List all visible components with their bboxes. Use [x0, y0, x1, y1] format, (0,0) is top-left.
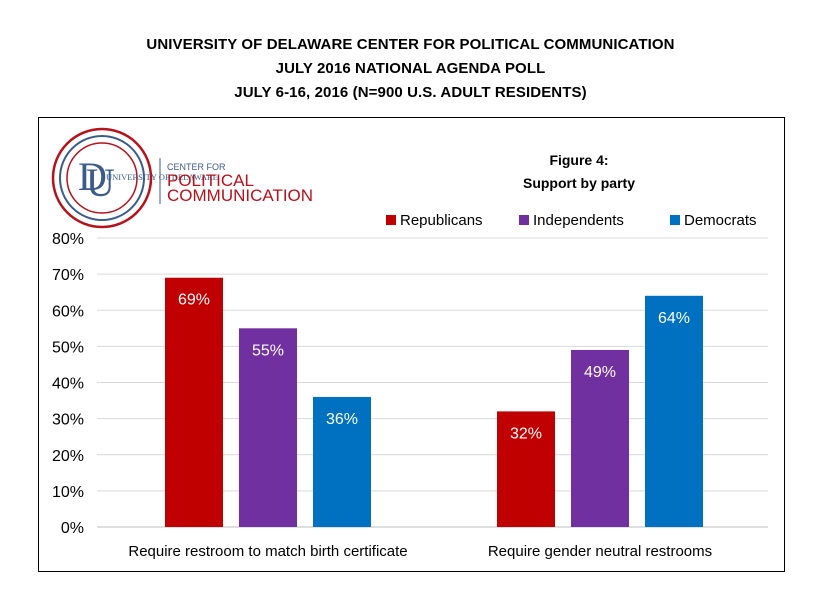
y-tick-label: 80%	[52, 231, 84, 248]
legend-label-republicans: Republicans	[400, 212, 483, 229]
y-tick-label: 20%	[52, 448, 84, 465]
data-label: 64%	[658, 310, 690, 327]
bar-independents-1	[239, 328, 297, 527]
chart-frame	[38, 117, 785, 572]
header-line-2: JULY 2016 NATIONAL AGENDA POLL	[275, 60, 546, 77]
logo-political: POLITICAL	[167, 171, 254, 190]
logo-circle-mid	[59, 135, 145, 221]
university-logo: U D UNIVERSITY OF DELAWARE CENTER FOR PO…	[51, 127, 313, 229]
x-category-label: Require gender neutral restrooms	[488, 543, 712, 560]
y-tick-label: 70%	[52, 267, 84, 284]
bar-democrats-1	[313, 396, 371, 527]
data-label: 36%	[326, 411, 358, 428]
data-label: 55%	[252, 342, 284, 359]
y-tick-label: 30%	[52, 412, 84, 429]
legend-swatch-republicans	[386, 215, 396, 225]
x-category-label: Require restroom to match birth certific…	[128, 543, 407, 560]
legend-swatch-democrats	[670, 215, 680, 225]
y-tick-label: 10%	[52, 484, 84, 501]
logo-circle-outer	[51, 127, 153, 229]
legend-swatch-independents	[519, 215, 529, 225]
data-label: 49%	[584, 364, 616, 381]
header-line-1: UNIVERSITY OF DELAWARE CENTER FOR POLITI…	[146, 36, 675, 53]
logo-university-text: UNIVERSITY OF DELAWARE	[106, 172, 218, 182]
legend-label-independents: Independents	[533, 212, 624, 229]
bar-democrats-2	[645, 295, 703, 527]
logo-circle-inner	[66, 142, 138, 214]
logo-ud-mark-d: D	[78, 154, 107, 199]
y-tick-label: 50%	[52, 339, 84, 356]
y-tick-label: 0%	[61, 520, 84, 537]
y-tick-label: 40%	[52, 376, 84, 393]
report-header: UNIVERSITY OF DELAWARE CENTER FOR POLITI…	[0, 33, 821, 105]
logo-ud-mark: U	[86, 160, 115, 205]
data-label: 69%	[178, 292, 210, 309]
logo-center-for: CENTER FOR	[167, 162, 226, 172]
chart-title: Figure 4:	[549, 152, 608, 168]
bar-independents-2	[571, 349, 629, 527]
bar-republicans-1	[165, 277, 223, 527]
bar-republicans-2	[497, 411, 555, 527]
y-tick-label: 60%	[52, 303, 84, 320]
data-label: 32%	[510, 425, 542, 442]
legend-label-democrats: Democrats	[684, 212, 757, 229]
header-line-3: JULY 6-16, 2016 (N=900 U.S. ADULT RESIDE…	[234, 84, 587, 101]
chart-subtitle: Support by party	[523, 175, 635, 191]
logo-communication: COMMUNICATION	[167, 186, 313, 205]
